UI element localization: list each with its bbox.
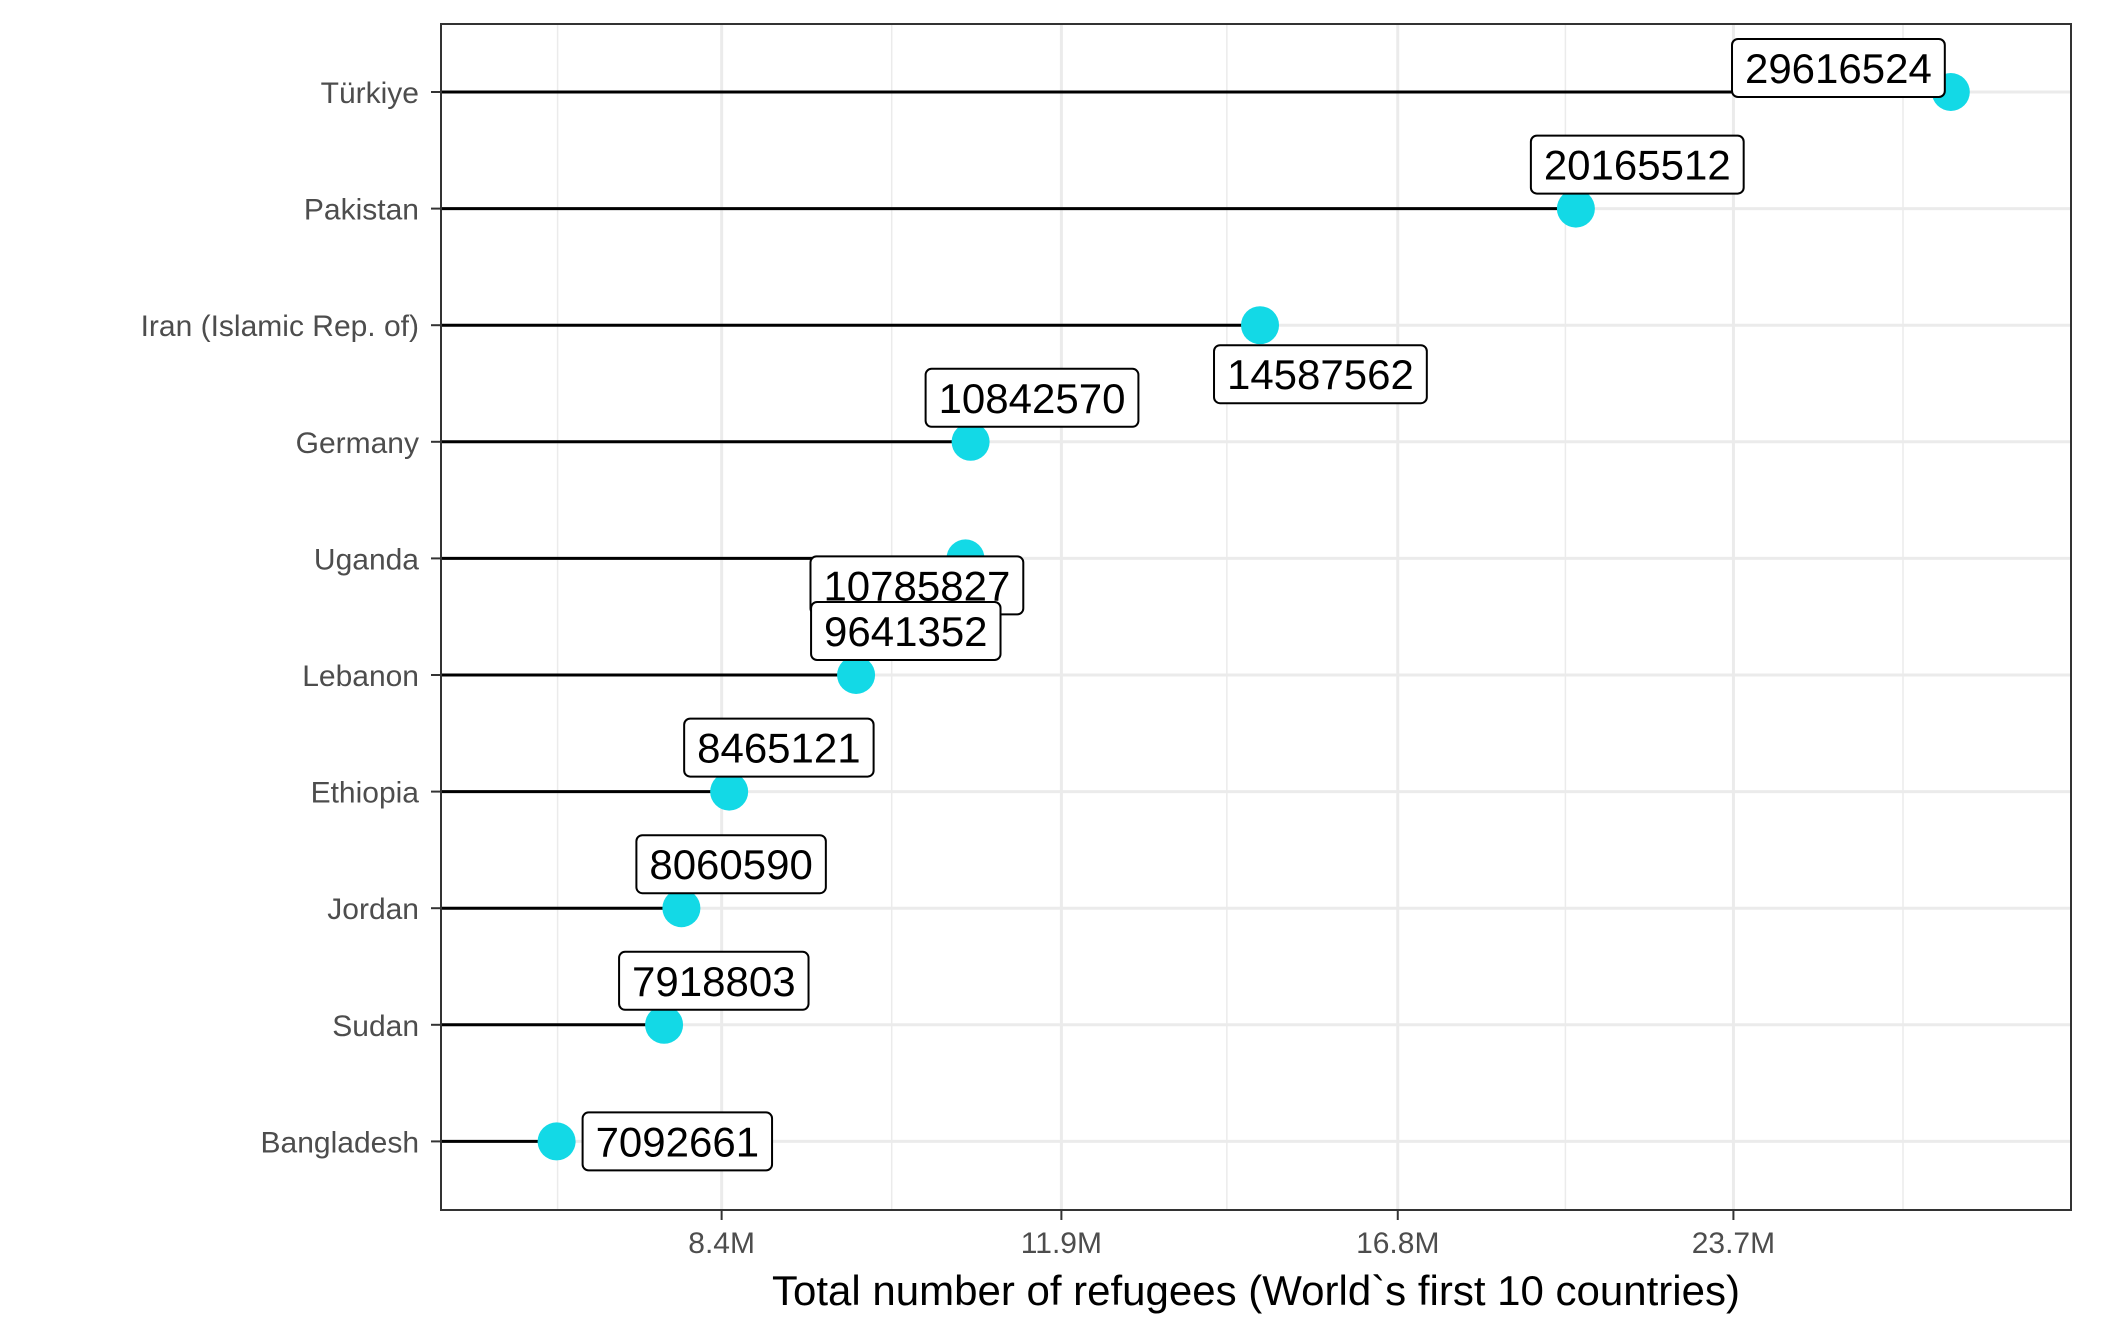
x-tick-label: 16.8M <box>1356 1227 1439 1260</box>
x-tick-label: 8.4M <box>688 1227 755 1260</box>
y-tick-label: Lebanon <box>302 660 419 693</box>
value-label: 10842570 <box>924 367 1140 428</box>
value-label-text: 10842570 <box>939 375 1126 422</box>
value-label: 14587562 <box>1213 344 1428 405</box>
x-axis-title: Total number of refugees (World`s first … <box>772 1267 1740 1314</box>
value-label-text: 29616524 <box>1745 45 1932 92</box>
lollipop-point <box>951 422 990 461</box>
value-label-text: 7918803 <box>632 958 796 1005</box>
value-label-box <box>810 601 1002 661</box>
value-label: 8060590 <box>635 834 827 895</box>
value-label-text: 20165512 <box>1544 142 1731 189</box>
lollipop-point <box>1241 306 1280 345</box>
value-label-box <box>924 367 1140 428</box>
value-label-text: 8465121 <box>697 725 861 772</box>
value-label: 8465121 <box>683 717 875 778</box>
value-label-box <box>635 834 827 895</box>
value-label: 7092661 <box>581 1111 774 1172</box>
value-label-box <box>1529 134 1745 195</box>
lollipop-point <box>645 1005 684 1044</box>
lollipop-point <box>537 1122 576 1161</box>
x-axis: 8.4M 11.9M 16.8M 23.7M <box>688 1210 1775 1260</box>
lollipop-point <box>710 772 749 811</box>
value-label-text: 7092661 <box>596 1118 760 1165</box>
y-axis: Türkiye Pakistan Iran (Islamic Rep. of) Ger… <box>141 77 441 1159</box>
value-label-box <box>581 1111 774 1172</box>
value-label: 7918803 <box>618 950 810 1011</box>
lollipop-segments <box>441 90 1951 1143</box>
y-tick-label: Ethiopia <box>311 777 420 810</box>
panel-border <box>440 23 2072 1211</box>
y-tick-label: Germany <box>296 427 419 460</box>
y-tick-label: Sudan <box>332 1010 419 1043</box>
value-label-box <box>1213 344 1428 405</box>
lollipop-point <box>1556 189 1595 228</box>
y-tick-label: Uganda <box>314 543 419 576</box>
x-tick-label: 23.7M <box>1692 1227 1775 1260</box>
y-tick-label: Bangladesh <box>261 1126 419 1159</box>
y-tick-label: Iran (Islamic Rep. of) <box>141 310 419 343</box>
value-label-box <box>1731 38 1946 98</box>
y-tick-label: Türkiye <box>321 77 419 110</box>
lollipop-point <box>662 889 701 928</box>
value-label: 20165512 <box>1529 134 1745 195</box>
value-label-box <box>618 950 810 1011</box>
value-label-box <box>683 717 875 778</box>
y-tick-label: Pakistan <box>304 194 419 227</box>
value-label: 29616524 <box>1731 38 1946 98</box>
value-label: 9641352 <box>810 601 1002 661</box>
value-label-text: 8060590 <box>649 841 813 888</box>
x-tick-label: 11.9M <box>1021 1227 1102 1260</box>
value-label-text: 14587562 <box>1227 351 1414 398</box>
value-label-text: 9641352 <box>824 608 988 655</box>
lollipop-point <box>837 656 876 694</box>
y-tick-label: Jordan <box>327 893 419 926</box>
value-labels: 2961652420165512145875621084257010785827… <box>581 38 1946 1172</box>
